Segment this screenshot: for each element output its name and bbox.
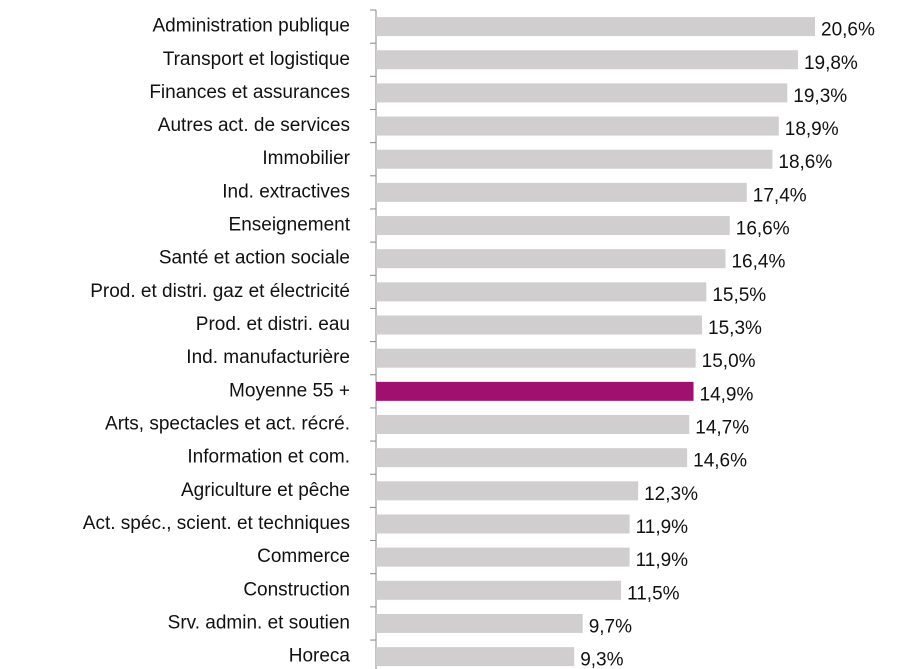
bar xyxy=(376,514,630,534)
bar xyxy=(376,315,703,335)
category-label: Construction xyxy=(243,579,350,600)
bar xyxy=(376,282,707,302)
bar xyxy=(376,216,730,236)
value-label: 15,0% xyxy=(702,351,756,372)
category-label: Immobilier xyxy=(262,148,350,169)
bar xyxy=(376,613,583,633)
category-label: Finances et assurances xyxy=(149,82,350,103)
category-label: Autres act. de services xyxy=(158,115,350,136)
category-label: Arts, spectacles et act. récré. xyxy=(105,414,350,435)
category-label: Horeca xyxy=(289,646,351,667)
value-label: 18,6% xyxy=(778,152,832,173)
bar xyxy=(376,381,694,401)
value-label: 19,3% xyxy=(793,86,847,107)
value-label: 9,7% xyxy=(589,616,632,637)
value-label: 15,3% xyxy=(708,318,762,339)
bar xyxy=(376,415,690,434)
bar xyxy=(376,348,696,368)
value-label: 16,6% xyxy=(736,219,790,240)
category-label: Moyenne 55 + xyxy=(229,380,350,401)
value-label: 20,6% xyxy=(821,20,875,41)
bar xyxy=(376,182,747,202)
value-label: 11,5% xyxy=(627,583,680,604)
category-label: Commerce xyxy=(257,546,350,567)
bar xyxy=(376,149,773,169)
category-label: Prod. et distri. gaz et électricité xyxy=(90,281,350,302)
value-label: 14,7% xyxy=(695,418,749,439)
bar xyxy=(376,249,726,269)
value-label: 19,8% xyxy=(804,53,858,74)
category-label: Agriculture et pêche xyxy=(181,480,350,501)
bar xyxy=(376,580,622,600)
value-label: 9,3% xyxy=(580,650,623,669)
value-label: 14,6% xyxy=(693,451,747,472)
bar xyxy=(376,50,798,70)
value-label: 16,4% xyxy=(731,252,785,273)
value-label: 11,9% xyxy=(636,550,689,571)
category-label: Santé et action sociale xyxy=(159,248,350,269)
value-label: 15,5% xyxy=(712,285,766,306)
category-label: Prod. et distri. eau xyxy=(196,314,350,335)
value-label: 12,3% xyxy=(644,484,698,505)
bar xyxy=(376,17,815,37)
value-label: 17,4% xyxy=(753,185,807,206)
category-label: Ind. extractives xyxy=(222,181,350,202)
category-label: Information et com. xyxy=(187,447,350,468)
bar xyxy=(376,647,575,667)
category-label: Administration publique xyxy=(152,16,350,37)
bar xyxy=(376,481,639,501)
value-label: 14,9% xyxy=(700,384,754,405)
category-label: Ind. manufacturière xyxy=(186,347,350,368)
value-label: 18,9% xyxy=(785,119,839,140)
bar xyxy=(376,83,788,103)
value-label: 11,9% xyxy=(636,517,689,538)
category-label: Srv. admin. et soutien xyxy=(168,612,350,633)
category-label: Act. spéc., scient. et techniques xyxy=(83,513,350,534)
category-label: Enseignement xyxy=(229,215,351,236)
bar xyxy=(376,116,779,136)
category-label: Transport et logistique xyxy=(163,49,350,70)
bar xyxy=(376,547,630,567)
bar xyxy=(376,448,688,468)
